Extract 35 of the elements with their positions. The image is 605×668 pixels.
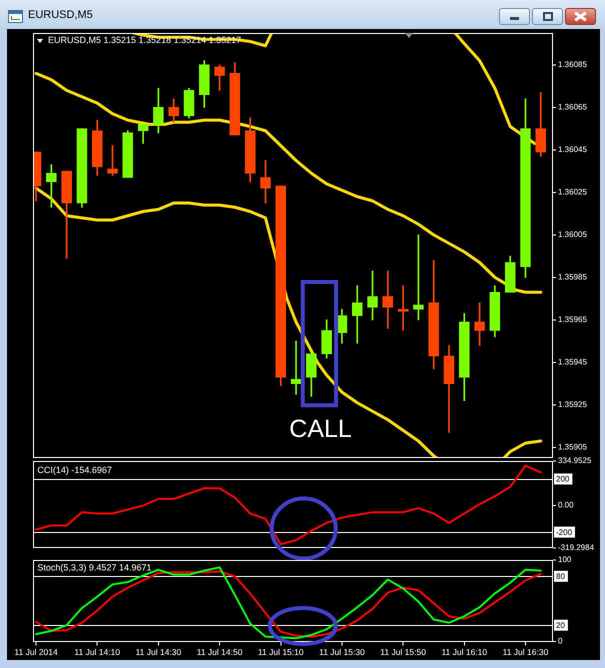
y-tick-label: 1.35965	[558, 315, 588, 324]
x-tick-label: 11 Jul 15:30	[319, 646, 366, 657]
y-tick-label: 1.35985	[558, 272, 588, 282]
ref-line-label: 200	[556, 474, 570, 484]
chart-title: CCI(14) -154.6967	[37, 464, 112, 475]
x-tick-label: 11 Jul 15:10	[258, 646, 304, 657]
x-tick-label: 11 Jul 14:50	[196, 646, 243, 657]
y-tick-label: 1.36045	[558, 145, 588, 154]
x-tick-label: 11 Jul 2014	[14, 646, 58, 657]
x-tick-label: 11 Jul 16:30	[502, 646, 549, 657]
y-tick-label: 1.36085	[558, 60, 588, 70]
y-tick-label: 334.9525	[558, 456, 592, 466]
candlestick	[107, 145, 118, 176]
candlestick	[290, 340, 302, 395]
x-tick-label: 11 Jul 14:30	[136, 646, 182, 657]
y-tick-label: 0.00	[558, 500, 574, 510]
y-tick-label: -319.2984	[558, 543, 595, 552]
candlestick	[367, 270, 378, 320]
y-tick-label: 0	[558, 636, 563, 646]
y-tick-label: 1.35905	[558, 442, 588, 452]
ref-line-label: 20	[556, 620, 566, 630]
x-tick-label: 11 Jul 14:10	[74, 646, 120, 657]
ref-line-label: 80	[556, 572, 566, 582]
y-tick-label: 1.35925	[558, 400, 588, 410]
chart-title: Stoch(5,3,3) 9.4527 14.9671	[37, 562, 152, 572]
y-tick-label: 100	[558, 555, 572, 564]
ref-line-label: -200	[556, 528, 573, 537]
y-tick-label: 1.35945	[558, 358, 588, 367]
annotation: CALL	[289, 414, 352, 443]
y-tick-label: 1.36025	[558, 188, 588, 197]
chart-title: EURUSD,M5	[28, 8, 93, 22]
y-tick-label: 1.36005	[558, 230, 588, 240]
y-tick-label: 1.36065	[558, 102, 588, 112]
x-tick-label: 11 Jul 16:10	[441, 646, 488, 657]
x-tick-label: 11 Jul 15:50	[380, 646, 426, 657]
